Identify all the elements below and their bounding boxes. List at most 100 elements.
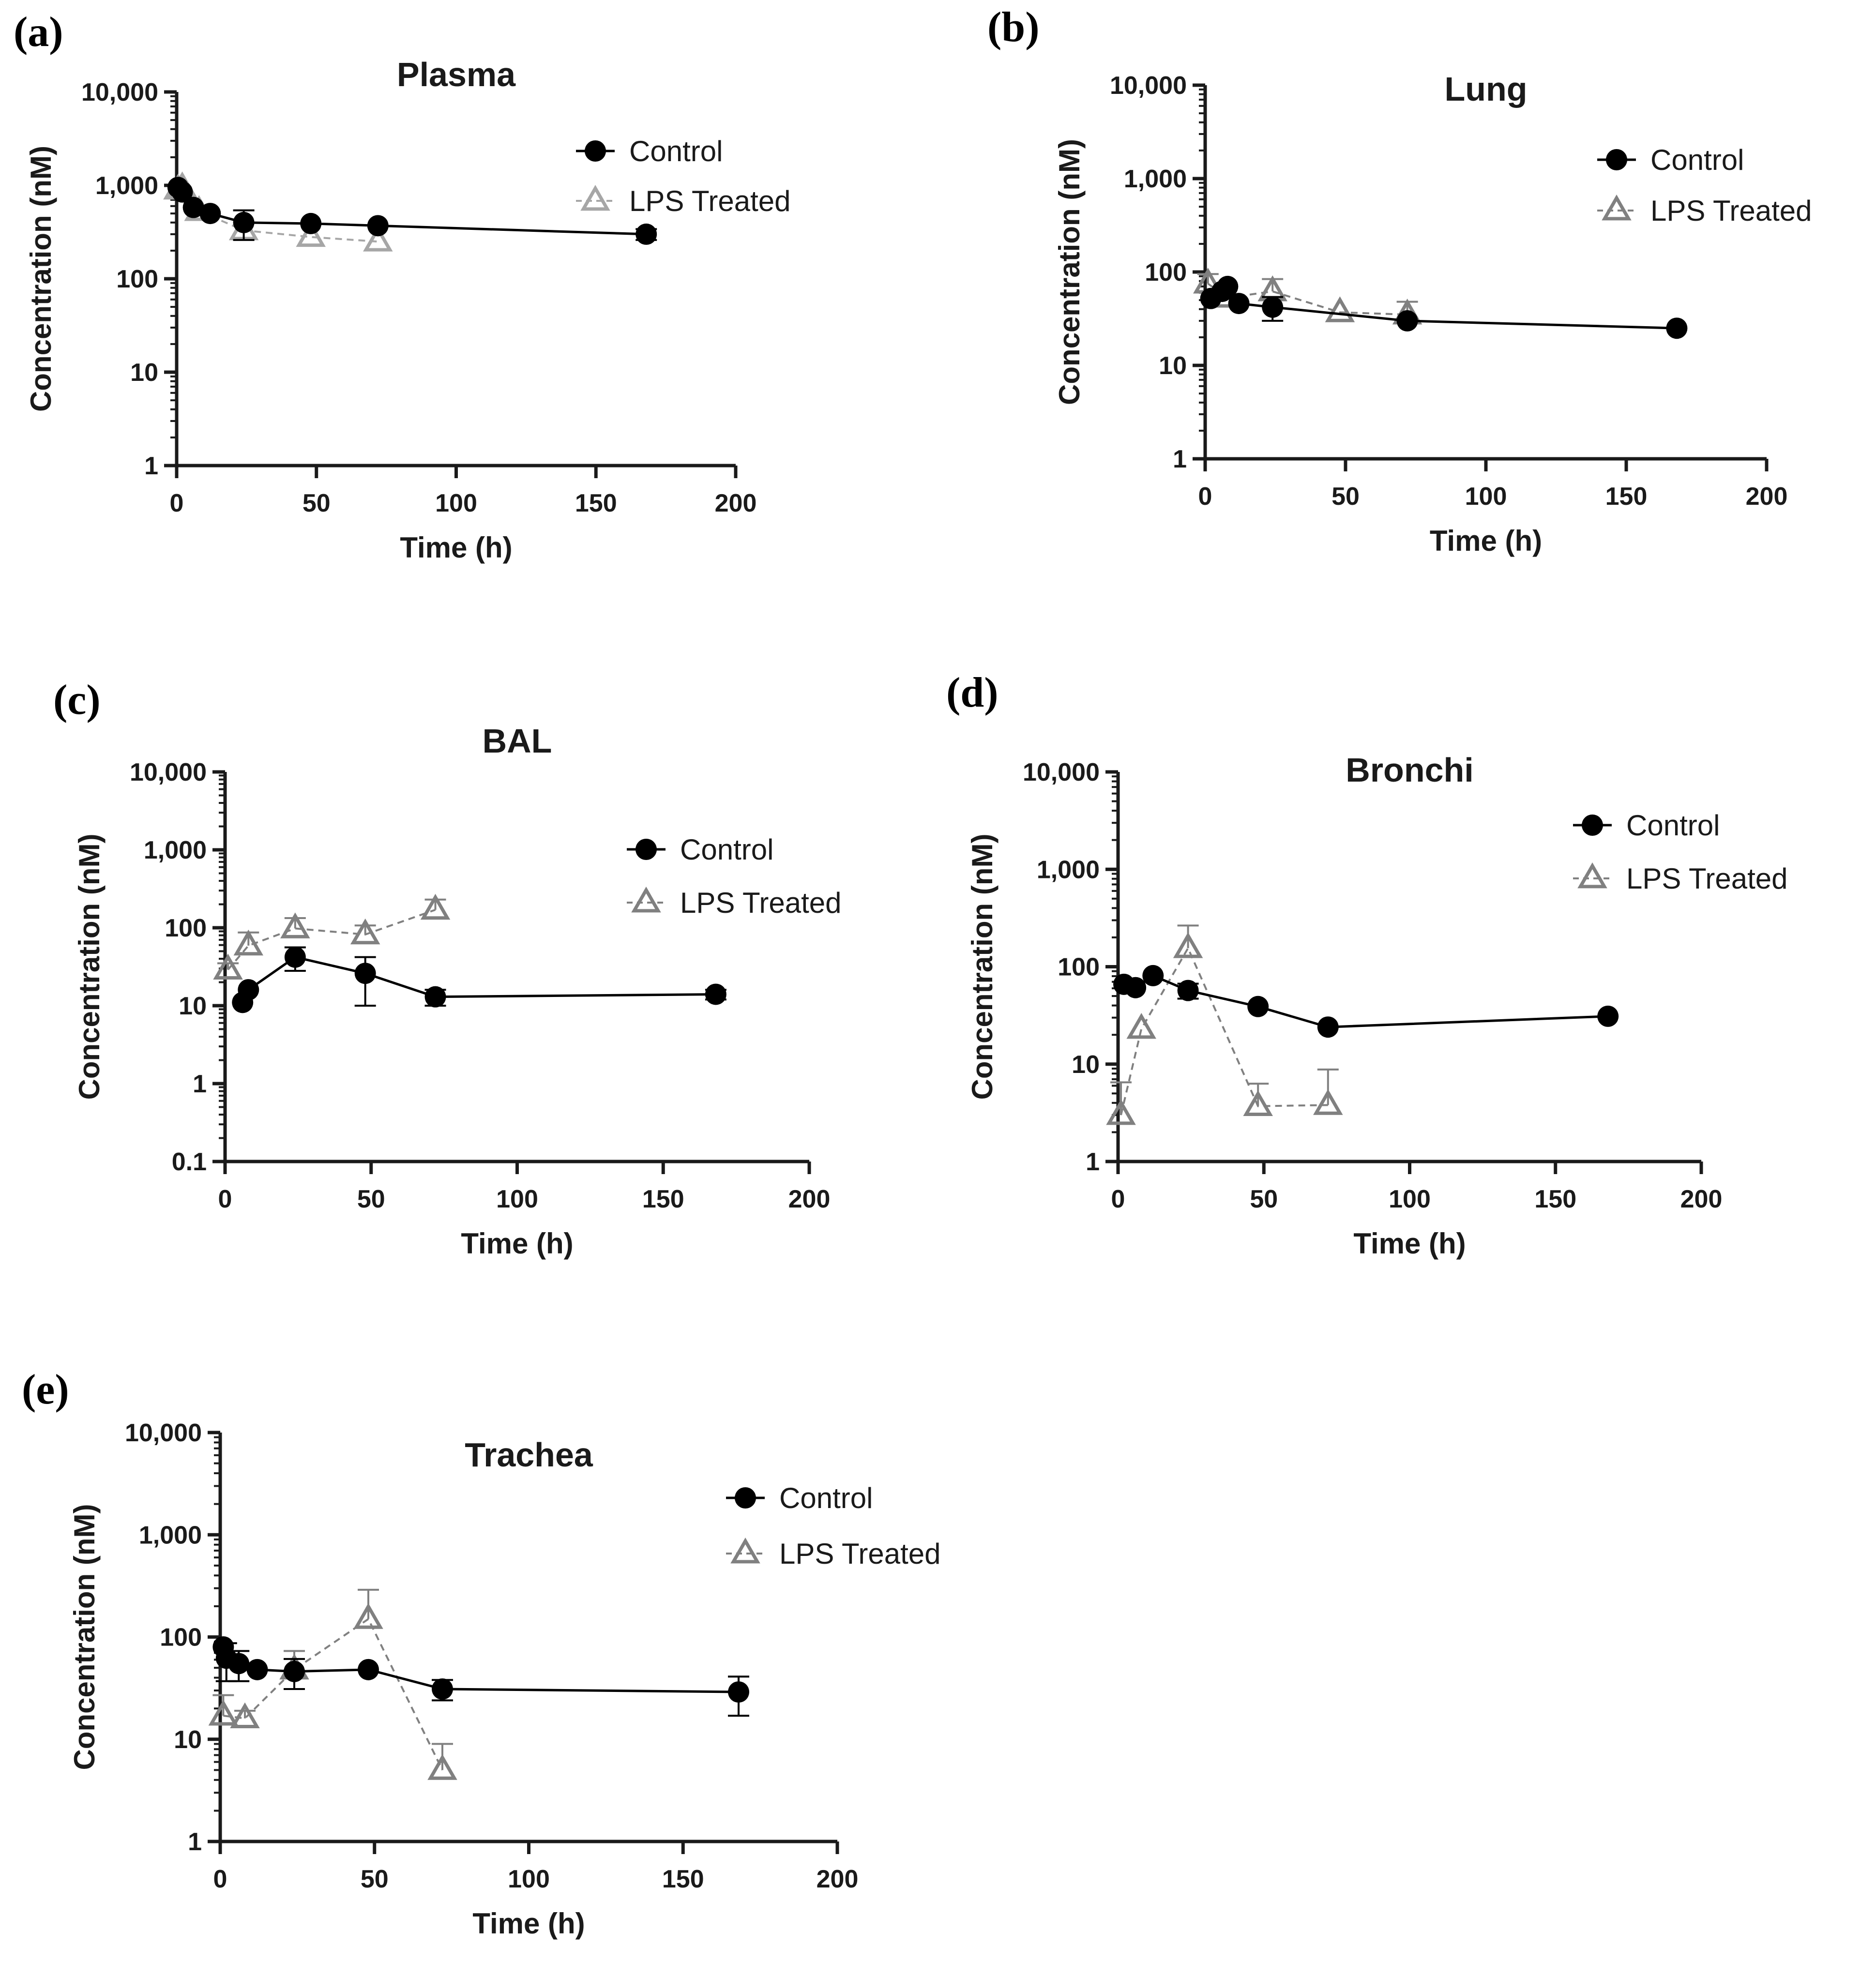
panel-letter: (e) xyxy=(22,1366,69,1413)
y-tick-label: 1 xyxy=(1086,1148,1100,1176)
chart-lung: (b) Lung 1 10 100 1,000 10,000 0 50 100 150 200 Time… xyxy=(987,4,1812,557)
data-point xyxy=(228,1653,250,1675)
data-point xyxy=(1262,296,1284,318)
legend-label: Control xyxy=(629,135,723,167)
series-control xyxy=(167,177,657,245)
y-tick-label: 100 xyxy=(116,265,158,293)
legend-marker xyxy=(1602,194,1632,221)
data-point xyxy=(213,953,243,980)
x-tick-label: 50 xyxy=(361,1865,389,1893)
data-point xyxy=(1597,1005,1619,1027)
y-axis-label: Concentration (nM) xyxy=(73,834,106,1100)
x-tick-label: 100 xyxy=(435,489,477,517)
x-tick-label: 150 xyxy=(1534,1185,1576,1213)
chart-trachea: (e) Trachea 1 10 100 1,000 10,000 0 50 100 150 200 T… xyxy=(22,1366,941,1940)
x-tick-label: 150 xyxy=(662,1865,704,1893)
legend-marker xyxy=(635,839,657,860)
y-tick-label: 10 xyxy=(174,1726,202,1754)
data-point xyxy=(1317,1016,1339,1038)
legend-label: LPS Treated xyxy=(1626,862,1788,895)
chart-title: Plasma xyxy=(397,56,516,93)
y-tick-label: 100 xyxy=(1145,258,1187,287)
x-axis-label: Time (h) xyxy=(472,1907,585,1940)
chart-title: Bronchi xyxy=(1346,751,1473,789)
y-tick-label: 10 xyxy=(130,359,158,387)
y-tick-label: 100 xyxy=(165,914,207,942)
data-point xyxy=(300,212,322,234)
data-point xyxy=(367,215,389,237)
legend-marker xyxy=(631,886,661,913)
x-tick-label: 0 xyxy=(213,1865,227,1893)
y-axis-label: Concentration (nM) xyxy=(966,834,999,1100)
series-control xyxy=(1113,965,1619,1038)
data-point xyxy=(1125,977,1147,998)
series-lps-treated xyxy=(1106,924,1343,1125)
legend: Control LPS Treated xyxy=(627,833,842,919)
x-axis-label: Time (h) xyxy=(461,1227,573,1260)
data-point xyxy=(233,211,255,233)
x-tick-label: 50 xyxy=(303,489,331,517)
panel-letter: (a) xyxy=(14,9,63,56)
series-lps-treated xyxy=(208,1588,457,1780)
x-axis-label: Time (h) xyxy=(400,531,512,564)
x-tick-label: 150 xyxy=(642,1185,684,1213)
series-control xyxy=(1200,275,1688,339)
panel-letter: (d) xyxy=(946,669,999,716)
data-point xyxy=(1666,317,1688,339)
data-point xyxy=(728,1681,749,1703)
y-axis-label: Concentration (nM) xyxy=(68,1504,101,1770)
x-tick-label: 100 xyxy=(1389,1185,1431,1213)
y-axis-label: Concentration (nM) xyxy=(25,146,57,412)
y-tick-label: 10,000 xyxy=(1023,758,1100,786)
chart-title: Lung xyxy=(1444,70,1527,108)
data-point xyxy=(233,929,264,956)
data-point xyxy=(296,221,326,247)
legend-marker xyxy=(580,184,610,211)
data-point xyxy=(427,1754,457,1780)
legend-label: Control xyxy=(680,833,773,866)
data-point xyxy=(635,223,657,245)
y-tick-label: 1,000 xyxy=(1124,165,1187,193)
y-tick-label: 10,000 xyxy=(130,758,207,786)
data-point xyxy=(1313,1089,1343,1115)
legend-label: Control xyxy=(1626,809,1720,842)
data-point xyxy=(358,1659,379,1680)
data-point xyxy=(284,946,306,968)
x-tick-label: 0 xyxy=(1111,1185,1125,1213)
data-point xyxy=(1177,980,1199,1001)
y-tick-label: 10,000 xyxy=(125,1419,202,1447)
data-point xyxy=(280,912,310,938)
chart-bronchi: (d) Bronchi 1 10 100 1,000 10,000 0 50 100 150 200 T… xyxy=(946,669,1788,1260)
x-tick-label: 100 xyxy=(1465,483,1507,511)
y-tick-label: 1,000 xyxy=(95,172,158,200)
x-tick-label: 150 xyxy=(1605,483,1648,511)
chart-title: Trachea xyxy=(465,1436,593,1474)
chart-bal: (c) BAL 0.1 1 10 100 1,000 10,000 0 50 100 150 200 Ti… xyxy=(53,677,842,1260)
data-point xyxy=(246,1659,268,1680)
y-axis-label: Concentration (nM) xyxy=(1053,139,1086,405)
panel-letter: (c) xyxy=(53,677,101,724)
series-control xyxy=(212,1636,749,1717)
y-tick-label: 100 xyxy=(160,1624,202,1652)
data-point xyxy=(420,893,451,920)
legend: Control LPS Treated xyxy=(576,135,791,217)
y-tick-label: 1 xyxy=(144,452,158,480)
data-point xyxy=(171,181,193,203)
data-point xyxy=(363,226,393,252)
legend-marker xyxy=(1606,149,1627,170)
legend-marker xyxy=(730,1537,760,1564)
data-point xyxy=(353,1603,383,1629)
x-tick-label: 200 xyxy=(715,489,757,517)
legend-label: LPS Treated xyxy=(1650,195,1812,227)
legend: Control LPS Treated xyxy=(1597,144,1812,227)
data-point xyxy=(1106,1099,1136,1125)
series-line xyxy=(223,1617,443,1771)
chart-plasma: (a) Plasma 1 10 100 1,000 10,000 0 50 100 150 200 Ti… xyxy=(14,9,791,564)
legend: Control LPS Treated xyxy=(726,1482,941,1570)
data-point xyxy=(424,986,446,1008)
x-tick-label: 200 xyxy=(1680,1185,1723,1213)
y-tick-label: 0.1 xyxy=(172,1148,207,1176)
data-point xyxy=(1228,293,1250,315)
data-point xyxy=(1217,275,1239,297)
y-tick-label: 10 xyxy=(179,992,207,1020)
